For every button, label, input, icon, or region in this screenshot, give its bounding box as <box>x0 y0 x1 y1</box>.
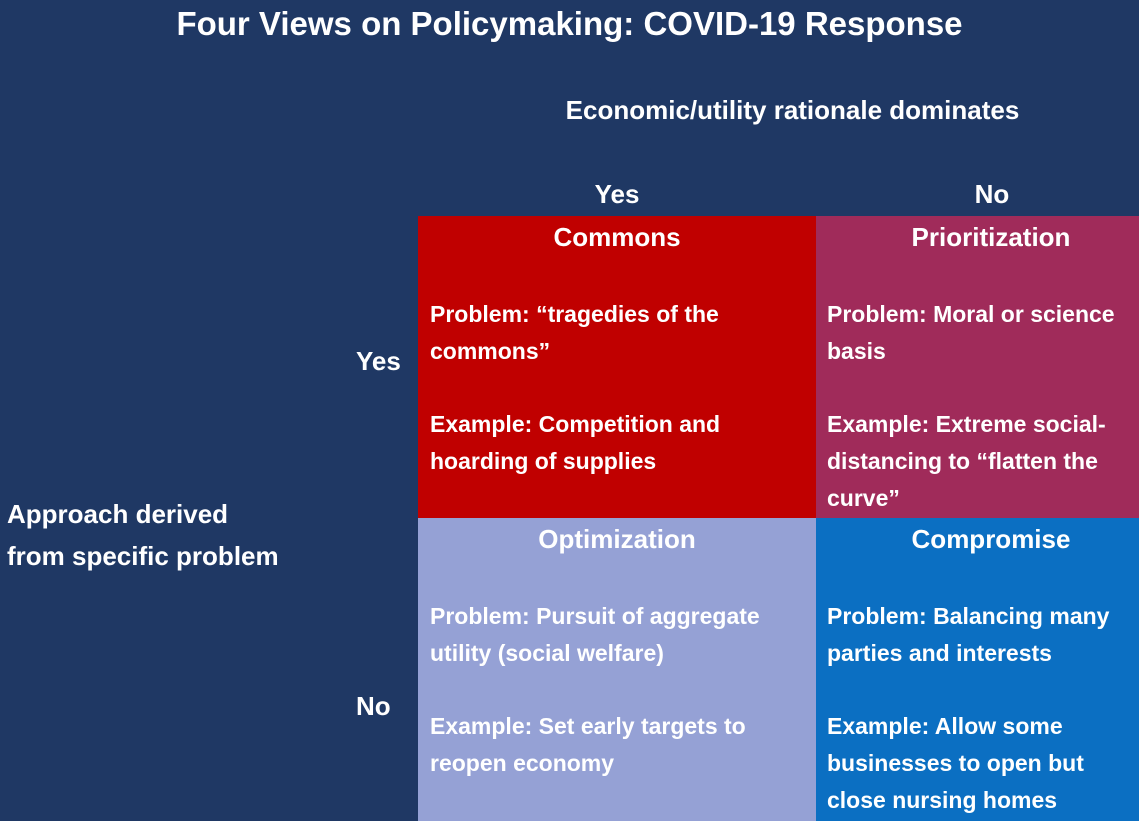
quadrant-problem: Problem: Balancing many parties and inte… <box>827 603 1110 666</box>
quadrant-title: Optimization <box>538 524 696 554</box>
quadrant-optimization: Optimization Problem: Pursuit of aggrega… <box>418 518 816 821</box>
quadrant-title: Commons <box>553 222 681 252</box>
quadrant-problem: Problem: Moral or science basis <box>827 301 1115 364</box>
quadrant-problem: Problem: “tragedies of the commons” <box>430 301 719 364</box>
row-axis-header-line-2: from specific problem <box>7 541 279 571</box>
quadrant-problem: Problem: Pursuit of aggregate utility (s… <box>430 603 760 666</box>
row-label-yes: Yes <box>356 346 401 376</box>
column-label-yes: Yes <box>594 179 640 209</box>
row-axis-header: Approach derived from specific problem <box>7 493 279 577</box>
row-label-no: No <box>356 691 391 721</box>
quadrant-example: Example: Competition and hoarding of sup… <box>430 411 721 474</box>
quadrant-title: Compromise <box>911 524 1071 554</box>
quadrant-compromise: Compromise Problem: Balancing many parti… <box>816 518 1139 821</box>
row-axis-header-line-1: Approach derived <box>7 499 229 529</box>
column-label-no: No <box>974 179 1010 209</box>
column-axis-header: Economic/utility rationale dominates <box>565 95 1020 125</box>
quadrant-example: Example: Allow some businesses to open b… <box>827 713 1084 813</box>
quadrant-prioritization: Prioritization Problem: Moral or science… <box>816 216 1139 518</box>
quadrant-example: Example: Extreme social-distancing to “f… <box>827 411 1106 511</box>
quadrant-title: Prioritization <box>911 222 1071 252</box>
diagram-title: Four Views on Policymaking: COVID-19 Res… <box>176 5 963 42</box>
quadrant-example: Example: Set early targets to reopen eco… <box>430 713 746 776</box>
quadrant-commons: Commons Problem: “tragedies of the commo… <box>418 216 816 518</box>
